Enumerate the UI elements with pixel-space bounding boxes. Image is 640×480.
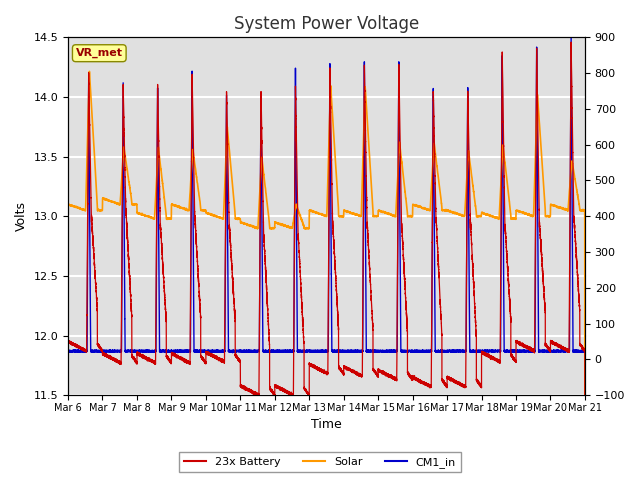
- Title: System Power Voltage: System Power Voltage: [234, 15, 419, 33]
- 23x Battery: [512, 338, 520, 344]
- Solar: [64, 201, 72, 207]
- Line: Solar: Solar: [68, 72, 585, 480]
- 23x Battery: [337, 368, 345, 374]
- Solar: [188, 157, 196, 163]
- 23x Battery: [567, 39, 575, 45]
- 23x Battery: [120, 139, 128, 144]
- Solar: [337, 213, 345, 219]
- 23x Battery: [81, 347, 88, 353]
- Solar: [177, 205, 185, 211]
- Solar: [86, 69, 93, 74]
- Y-axis label: Volts: Volts: [15, 201, 28, 231]
- 23x Battery: [64, 337, 72, 343]
- 23x Battery: [188, 72, 196, 77]
- X-axis label: Time: Time: [311, 419, 342, 432]
- Solar: [120, 147, 128, 153]
- Solar: [512, 207, 520, 213]
- CM1_in: [337, 348, 345, 354]
- CM1_in: [64, 348, 72, 354]
- CM1_in: [120, 247, 128, 252]
- Solar: [81, 207, 88, 213]
- CM1_in: [512, 348, 520, 354]
- Text: VR_met: VR_met: [76, 48, 123, 59]
- CM1_in: [81, 348, 88, 354]
- CM1_in: [567, 35, 575, 40]
- Line: CM1_in: CM1_in: [68, 37, 585, 480]
- CM1_in: [177, 348, 185, 354]
- Legend: 23x Battery, Solar, CM1_in: 23x Battery, Solar, CM1_in: [179, 452, 461, 472]
- CM1_in: [188, 74, 196, 80]
- Line: 23x Battery: 23x Battery: [68, 42, 585, 480]
- 23x Battery: [177, 355, 185, 361]
